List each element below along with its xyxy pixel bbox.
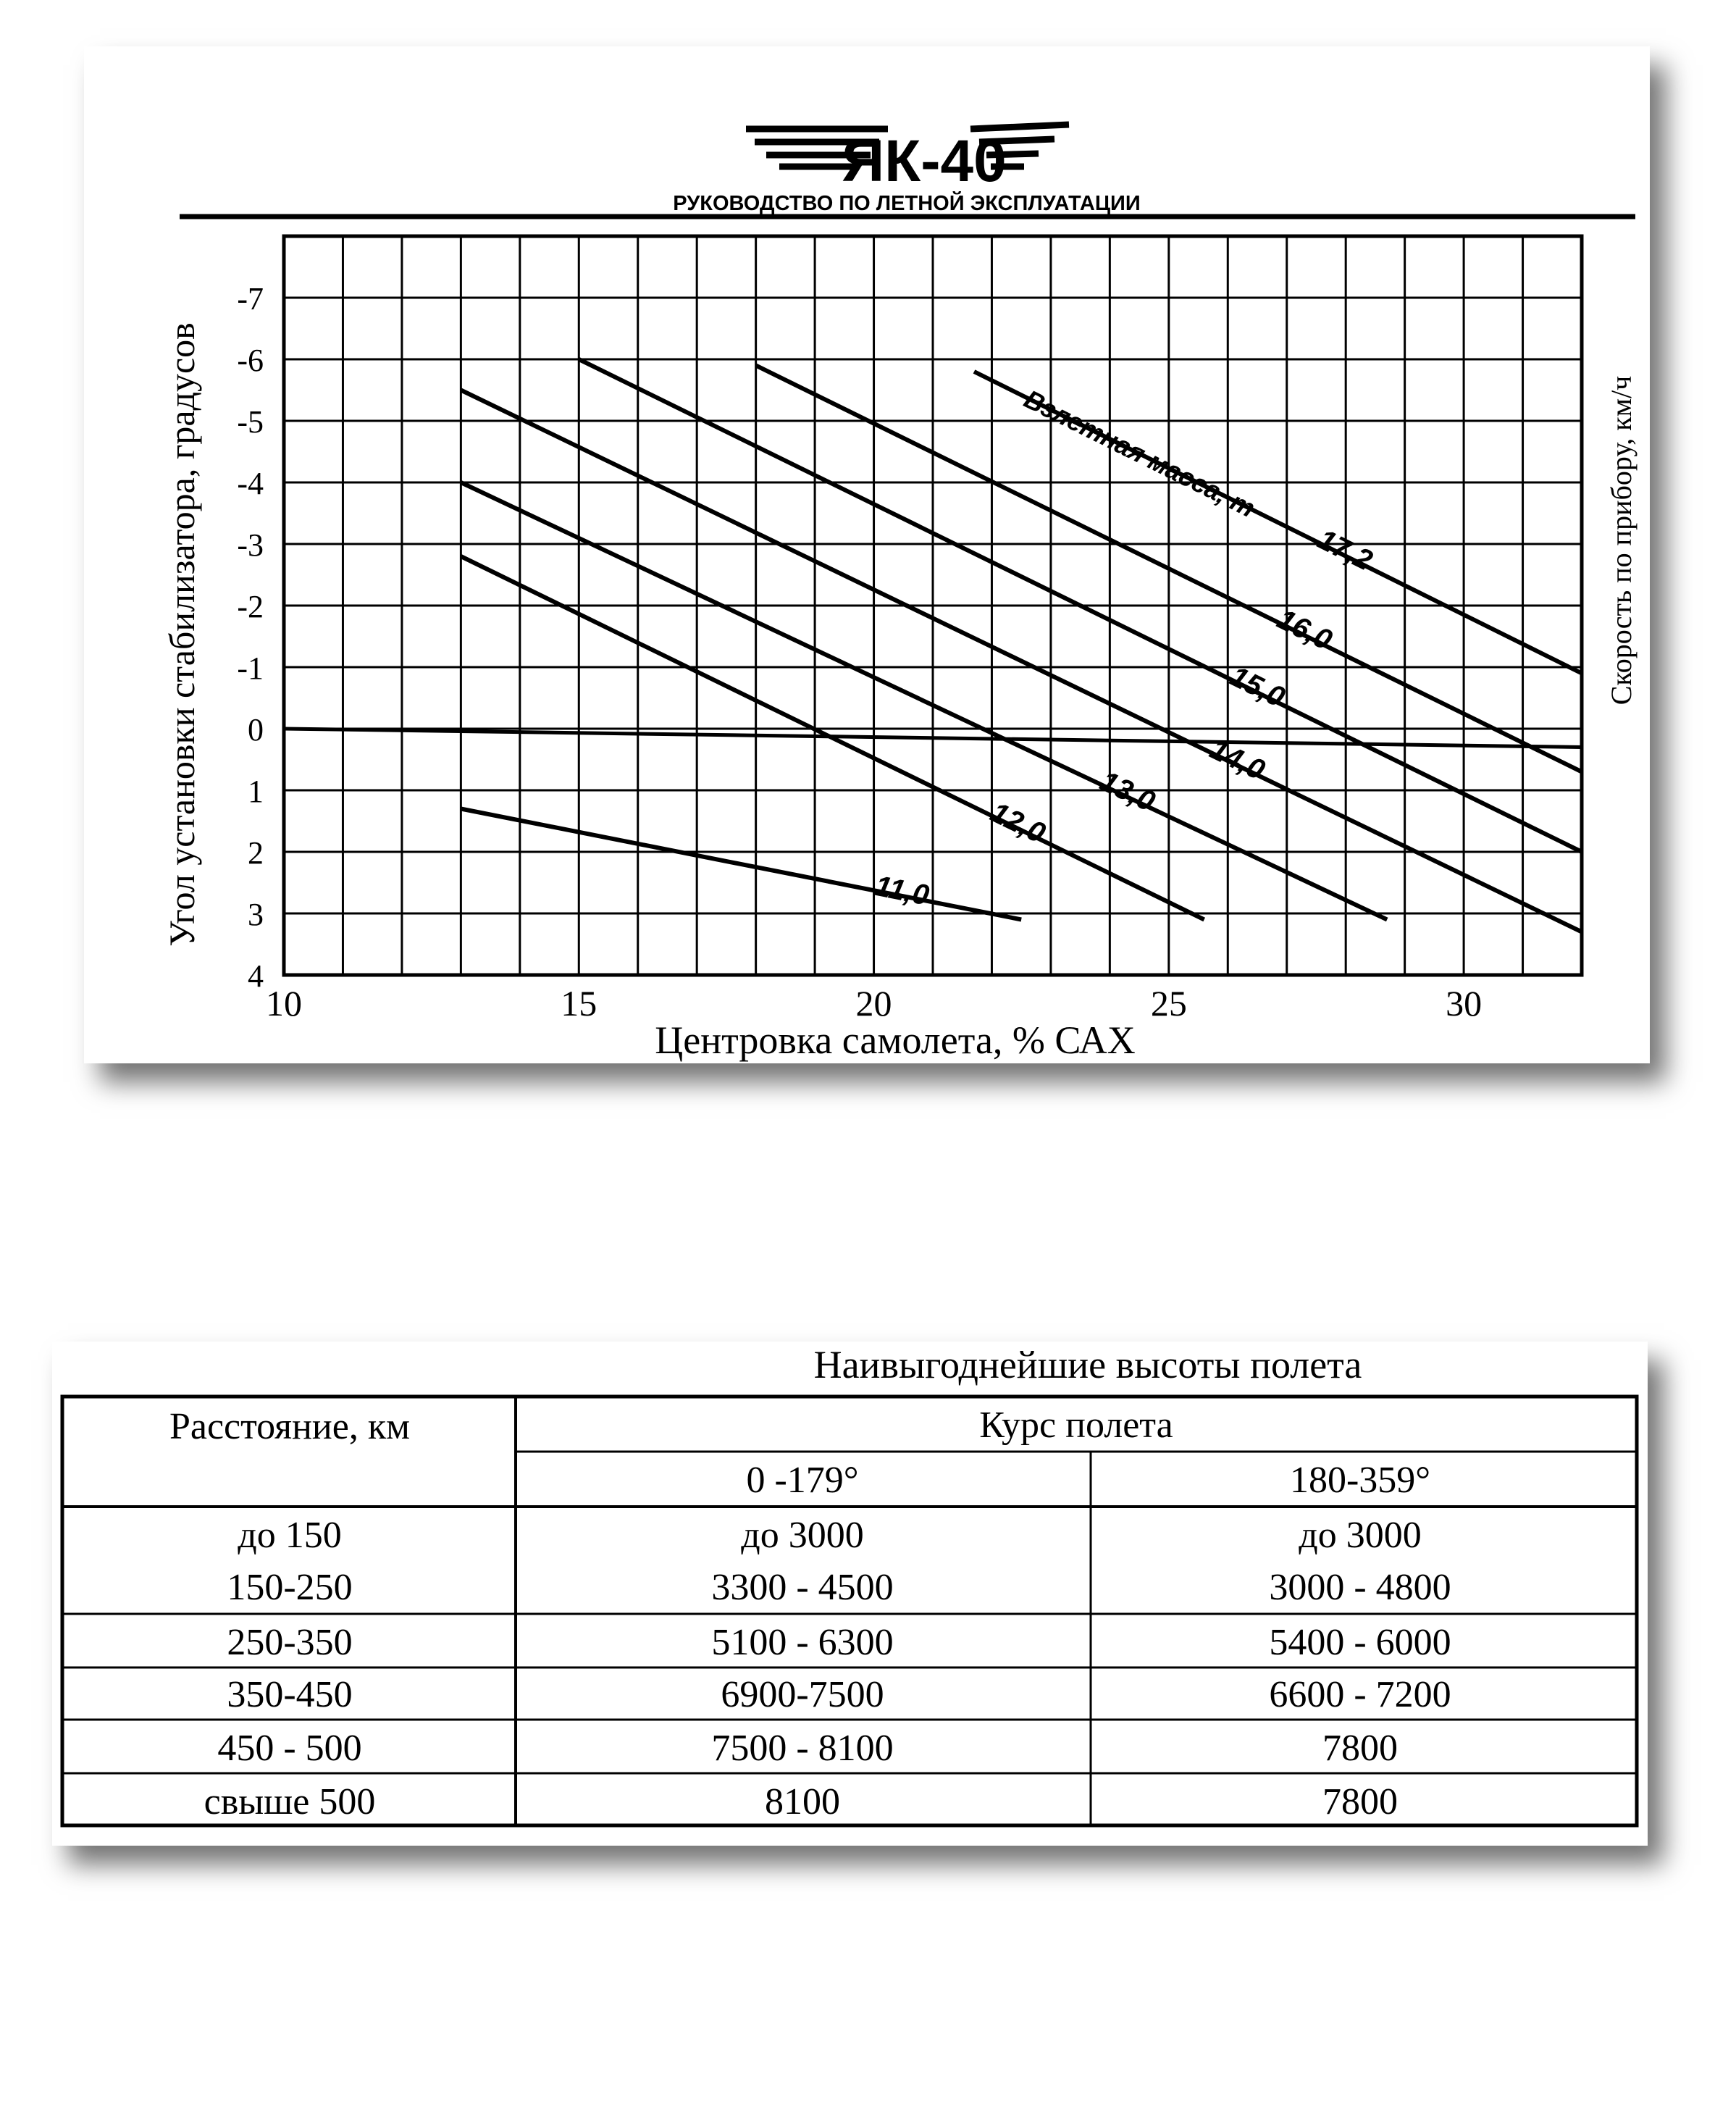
cell-course-2: 3000 - 4800	[1269, 1567, 1451, 1608]
cell-course-1: 5100 - 6300	[711, 1622, 893, 1663]
y2-axis-label: Скорость по прибору, км/ч	[1605, 376, 1638, 706]
cell-course-1: 6900-7500	[721, 1674, 884, 1715]
x-axis-label: Центровка самолета, % САХ	[655, 1018, 1136, 1062]
cell-distance: свыше 500	[204, 1781, 376, 1822]
grid	[282, 235, 1583, 976]
cell-course-1: 7500 - 8100	[711, 1728, 893, 1769]
x-tick-label: 10	[266, 983, 302, 1024]
y-axis-label: Угол установки стабилизатора, градусов	[162, 322, 202, 947]
right-wing-icon	[970, 121, 1070, 170]
plot-frame	[282, 234, 1584, 977]
cell-distance: 150-250	[227, 1567, 352, 1608]
logo-text: ЯК-40	[842, 128, 1007, 194]
y-tick-label: 3	[248, 897, 264, 932]
cell-course-2: 7800	[1322, 1728, 1398, 1769]
series-line	[460, 388, 1583, 934]
table-row: до 150 150-250 до 3000 3300 - 4500 до 30…	[227, 1515, 1451, 1608]
subheader-course-0-179: 0 -179°	[746, 1460, 858, 1501]
cell-course-1: до 3000	[741, 1515, 863, 1556]
y-tick-label: 0	[248, 712, 264, 748]
cell-course-2: до 3000	[1299, 1515, 1421, 1556]
x-tick-label: 25	[1151, 983, 1187, 1024]
table-row: 350-450 6900-7500 6600 - 7200	[227, 1674, 1451, 1715]
series-line	[973, 369, 1583, 676]
cell-distance: до 150	[238, 1515, 341, 1556]
series-line	[577, 357, 1583, 854]
table-row: свыше 500 8100 7800	[204, 1781, 1398, 1822]
stabilizer-chart: ЯК-40 РУКОВОДСТВО ПО ЛЕТНОЙ ЭКСПЛУАТАЦИИ…	[162, 121, 1638, 1062]
table-row: 450 - 500 7500 - 8100 7800	[217, 1728, 1398, 1769]
chart-card: ЯК-40 РУКОВОДСТВО ПО ЛЕТНОЙ ЭКСПЛУАТАЦИИ…	[84, 46, 1650, 1063]
x-tick-label: 15	[561, 983, 597, 1024]
cell-distance: 250-350	[227, 1622, 352, 1663]
subheader-course-180-359: 180-359°	[1290, 1460, 1430, 1501]
cell-distance: 350-450	[227, 1674, 352, 1715]
table-grid	[60, 1394, 1639, 1828]
y-tick-label: 1	[248, 774, 264, 809]
manual-subtitle: РУКОВОДСТВО ПО ЛЕТНОЙ ЭКСПЛУАТАЦИИ	[673, 191, 1141, 215]
table-card: Наивыгоднейшие высоты полета Расстояние,…	[52, 1342, 1648, 1846]
cell-course-1: 3300 - 4500	[711, 1567, 893, 1608]
series-label: 11,0	[872, 870, 931, 912]
x-tick-label: 30	[1446, 983, 1482, 1024]
y-tick-label: -2	[237, 589, 264, 624]
series-lines	[460, 357, 1583, 934]
series-line	[460, 554, 1206, 922]
cell-course-2: 7800	[1322, 1781, 1398, 1822]
x-tick-label: 20	[856, 983, 892, 1024]
yak40-logo: ЯК-40	[746, 121, 1070, 194]
axes: 10 15 20 25 30 -7 -6 -5 -4 -3 -2 -1 0 1 2 3 4 Центровка с…	[162, 234, 1638, 1062]
series-line	[460, 806, 1022, 922]
table-title: Наивыгоднейшие высоты полета	[814, 1343, 1362, 1386]
table-row: 250-350 5100 - 6300 5400 - 6000	[227, 1622, 1451, 1663]
y-tick-label: -4	[237, 466, 264, 501]
y-tick-label: -6	[237, 343, 264, 378]
series-line	[755, 363, 1583, 774]
y-tick-label: 2	[248, 835, 264, 871]
y-tick-label: -7	[237, 281, 264, 317]
y-tick-label: -5	[237, 404, 264, 440]
header-distance: Расстояние, км	[169, 1406, 410, 1447]
series-line	[460, 480, 1388, 922]
y-tick-label: -3	[237, 527, 264, 563]
cell-distance: 450 - 500	[217, 1728, 361, 1769]
cell-course-2: 6600 - 7200	[1269, 1674, 1451, 1715]
y-tick-label: -1	[237, 650, 264, 686]
legend-title: Взлетная масса, т	[1020, 384, 1260, 523]
flight-altitude-table: Наивыгоднейшие высоты полета Расстояние,…	[60, 1343, 1639, 1828]
cell-course-2: 5400 - 6000	[1269, 1622, 1451, 1663]
cell-course-1: 8100	[765, 1781, 840, 1822]
y-tick-label: 4	[248, 958, 264, 994]
left-wing-icon	[746, 125, 888, 170]
header-course: Курс полета	[979, 1405, 1173, 1446]
